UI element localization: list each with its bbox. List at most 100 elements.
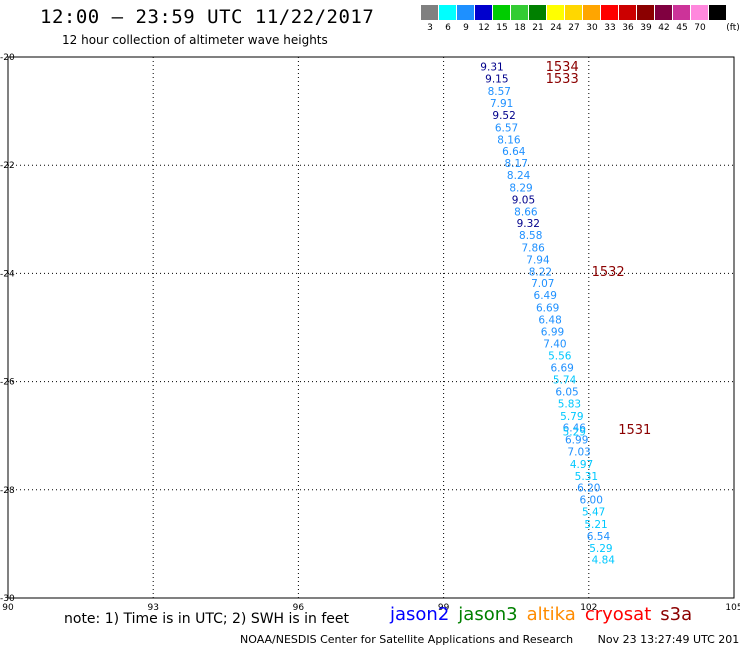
- legend-label: 27: [568, 23, 580, 33]
- satellite-cryosat: cryosat: [584, 604, 652, 625]
- wave-height-label: 5.31: [575, 471, 598, 483]
- y-tick-label: -26: [0, 378, 15, 388]
- legend-swatch: [601, 5, 618, 20]
- legend-swatch: [439, 5, 456, 20]
- wave-height-label: 7.07: [531, 278, 554, 290]
- wave-height-label: 7.86: [521, 243, 545, 255]
- wave-height-label: 5.74: [553, 375, 577, 387]
- wave-height-label: 9.52: [492, 110, 515, 122]
- wave-height-label: 8.66: [514, 206, 538, 218]
- legend-swatch: [475, 5, 492, 20]
- legend-label: 42: [658, 23, 670, 33]
- legend-swatch: [691, 5, 708, 20]
- wave-height-label: 4.97: [570, 459, 593, 471]
- map-subtitle: 12 hour collection of altimeter wave hei…: [62, 33, 328, 47]
- y-tick-label: -28: [0, 486, 15, 496]
- wave-height-label: 6.69: [536, 303, 559, 315]
- wave-height-label: 5.79: [560, 411, 583, 423]
- wave-height-label: 5.83: [558, 398, 581, 410]
- legend-label: 12: [478, 23, 490, 33]
- wave-height-label: 5.47: [582, 507, 605, 519]
- legend-swatch: [547, 5, 564, 20]
- pass-number-label: 1534: [546, 60, 579, 75]
- legend-label: 9: [463, 23, 469, 33]
- wave-height-label: 8.24: [507, 170, 531, 182]
- wave-height-label: 6.48: [538, 314, 561, 326]
- y-tick-label: -20: [0, 53, 15, 63]
- legend-swatch: [619, 5, 636, 20]
- pass-number-label: 1531: [618, 423, 651, 438]
- wave-height-label: 9.15: [485, 74, 508, 86]
- legend-label: 33: [604, 23, 616, 33]
- legend-swatch: [673, 5, 690, 20]
- legend-swatch: [457, 5, 474, 20]
- wave-height-label: 5.56: [548, 351, 572, 363]
- wave-height-label: 7.91: [490, 98, 513, 110]
- x-tick-label: 96: [293, 603, 305, 613]
- legend-swatch: [583, 5, 600, 20]
- legend-label: 18: [514, 23, 526, 33]
- legend-swatch: [637, 5, 654, 20]
- legend-swatch: [511, 5, 528, 20]
- legend-label: 36: [622, 23, 634, 33]
- wave-height-label: 8.22: [529, 266, 552, 278]
- legend-swatch: [655, 5, 672, 20]
- wave-height-label: 5.21: [584, 519, 607, 531]
- x-tick-label: 93: [147, 603, 158, 613]
- wave-height-label: 7.94: [526, 254, 550, 266]
- x-tick-label: 105: [725, 603, 740, 613]
- wave-height-label: 7.03: [567, 446, 590, 458]
- wave-height-label: 5.29: [563, 426, 586, 438]
- map-title: 12:00 – 23:59 UTC 11/22/2017: [40, 6, 375, 28]
- wave-height-label: 6.99: [541, 326, 564, 338]
- satellite-jason3: jason3: [458, 604, 518, 625]
- wave-height-label: 8.29: [509, 182, 532, 194]
- pass-number-label: 1533: [546, 72, 579, 87]
- legend-swatch: [529, 5, 546, 20]
- legend-label: 21: [532, 23, 544, 33]
- x-tick-label: 99: [438, 603, 450, 613]
- wave-height-label: 8.57: [488, 86, 511, 98]
- wave-height-label: 6.49: [534, 290, 557, 302]
- wave-height-label: 4.84: [592, 555, 616, 567]
- legend-label: 3: [427, 23, 433, 33]
- wave-height-label: 6.46: [563, 423, 587, 435]
- x-tick-label: 102: [580, 603, 597, 613]
- units-note: note: 1) Time is in UTC; 2) SWH is in fe…: [64, 611, 350, 627]
- legend-label: 39: [640, 23, 652, 33]
- legend-label: 30: [586, 23, 598, 33]
- wave-height-label: 6.00: [580, 495, 603, 507]
- wave-height-label: 9.32: [517, 218, 540, 230]
- wave-height-label: 6.05: [555, 386, 578, 398]
- wave-height-label: 9.31: [480, 61, 503, 73]
- wave-height-label: 6.57: [495, 122, 518, 134]
- wave-height-label: 5.29: [589, 543, 612, 555]
- pass-number-label: 1532: [592, 265, 625, 280]
- legend-unit: (ft): [726, 23, 740, 33]
- wave-height-label: 6.54: [587, 531, 611, 543]
- legend-swatch: [421, 5, 438, 20]
- legend-swatch: [493, 5, 510, 20]
- footer: NOAA/NESDIS Center for Satellite Applica…: [240, 633, 740, 646]
- legend-label: 6: [445, 23, 451, 33]
- wave-height-label: 8.58: [519, 230, 542, 242]
- footer-credit: NOAA/NESDIS Center for Satellite Applica…: [240, 633, 574, 646]
- legend-swatch: [709, 5, 726, 20]
- wave-height-label: 9.05: [512, 194, 535, 206]
- legend-label: 24: [550, 23, 562, 33]
- wave-height-label: 7.40: [543, 338, 566, 350]
- satellite-s3a: s3a: [660, 604, 693, 625]
- satellite-jason2: jason2: [390, 604, 450, 625]
- satellite-legend: jason2 jason3 altika cryosat s3a: [390, 604, 701, 625]
- wave-height-label: 6.64: [502, 146, 526, 158]
- wave-height-label: 6.99: [565, 435, 588, 447]
- footer-timestamp: Nov 23 13:27:49 UTC 2017: [597, 633, 740, 646]
- plot-frame: [7, 56, 735, 599]
- legend-label: 45: [676, 23, 688, 33]
- wave-height-label: 6.69: [550, 363, 573, 375]
- y-tick-label: -22: [0, 161, 15, 171]
- x-tick-label: 90: [2, 603, 14, 613]
- y-tick-label: -24: [0, 269, 15, 279]
- wave-height-label: 8.17: [505, 158, 528, 170]
